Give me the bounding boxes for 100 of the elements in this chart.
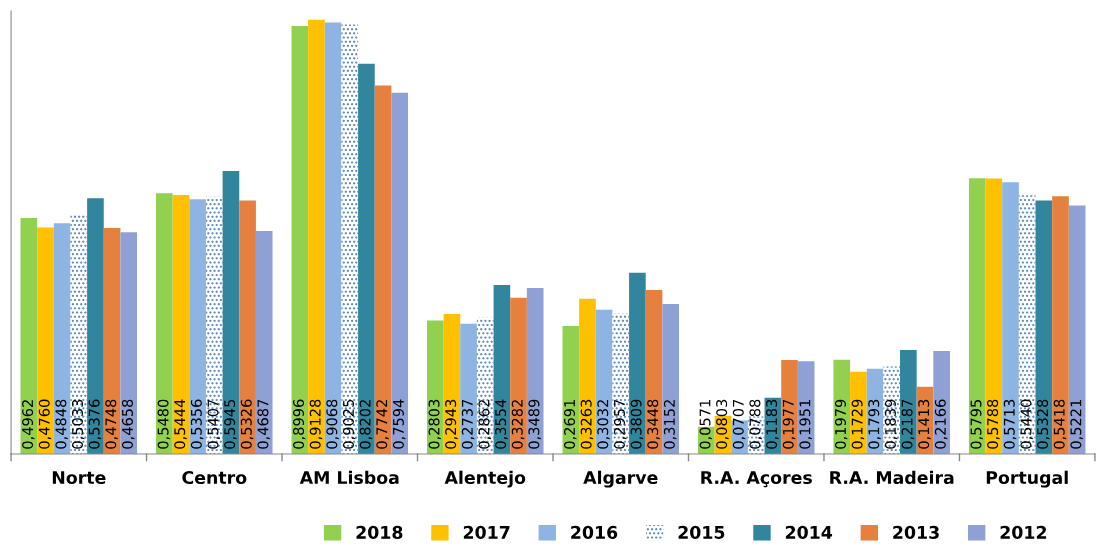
data-label: 0,0803 (716, 399, 729, 449)
bar (850, 371, 867, 455)
bar (883, 366, 901, 455)
data-label: 0,5713 (1003, 399, 1017, 449)
x-tick-label: AM Lisboa (299, 470, 399, 485)
bar (374, 85, 392, 455)
bar (612, 313, 630, 455)
bar (205, 196, 223, 455)
bar (493, 284, 511, 455)
data-label: 0,4748 (105, 399, 118, 449)
data-label: 0,2957 (613, 399, 627, 449)
data-label: 0,8202 (359, 400, 373, 449)
bar (968, 178, 986, 455)
x-tick-label: Alentejo (444, 470, 526, 488)
bar (120, 232, 138, 455)
data-label: 0,1183 (766, 399, 779, 449)
data-label: 0,5356 (190, 399, 204, 449)
data-label: 0,4962 (22, 400, 35, 449)
bar (222, 171, 240, 455)
data-label: 0,5444 (174, 399, 187, 449)
bar (985, 178, 1003, 455)
bar (324, 22, 342, 455)
bar (629, 272, 646, 455)
data-label: 0,3554 (495, 399, 508, 449)
bar (526, 287, 544, 455)
x-tick-label: Portugal (986, 470, 1068, 488)
bar (427, 320, 444, 455)
legend-label: 2012 (1000, 525, 1047, 539)
data-label: 0,5326 (240, 399, 254, 449)
data-label: 0,7594 (392, 399, 406, 449)
data-label: 0,2187 (901, 399, 915, 449)
x-tick-label: Norte (52, 471, 106, 485)
bar (341, 24, 359, 455)
data-label: 0,5945 (224, 399, 237, 449)
data-label: 0,1413 (918, 399, 931, 449)
bar (579, 298, 596, 455)
data-label: 0,3152 (663, 400, 677, 449)
data-label: 0,5480 (157, 399, 171, 449)
bar (662, 304, 679, 455)
data-label: 0,4848 (55, 399, 68, 449)
data-label: 0,1951 (799, 399, 812, 449)
bar (1068, 205, 1086, 455)
legend-label: 2014 (785, 525, 833, 539)
data-label: 0,5376 (88, 399, 102, 449)
data-label: 0,3809 (630, 399, 644, 449)
bar (291, 25, 309, 455)
data-label: 0,1729 (851, 399, 865, 449)
data-label: 0,5440 (1020, 399, 1033, 449)
bar (460, 323, 477, 455)
data-label: 0,3489 (528, 399, 541, 449)
data-label: 0,8996 (293, 399, 306, 449)
data-label: 0,5328 (1037, 399, 1050, 449)
data-label: 0,2166 (934, 399, 948, 449)
data-label: 0,5407 (207, 399, 221, 449)
bar (189, 199, 206, 455)
data-label: 0,5788 (987, 399, 1000, 449)
bar (900, 349, 917, 455)
bar (156, 193, 173, 455)
x-tick-label: R.A. Açores (701, 471, 812, 488)
bar (933, 350, 950, 455)
bar (53, 223, 71, 455)
data-label: 0,3032 (597, 400, 610, 449)
data-label: 0,3263 (580, 399, 594, 449)
x-tick-label: Algarve (583, 470, 658, 488)
legend-label: 2017 (463, 525, 510, 539)
legend-label: 2015 (678, 525, 725, 539)
bar (358, 63, 375, 455)
data-label: 0,9068 (326, 399, 339, 449)
bar (255, 230, 273, 455)
data-label: 0,0788 (749, 399, 762, 449)
data-label: 0,1793 (868, 399, 881, 449)
bar (510, 297, 527, 455)
data-label: 0,5418 (1053, 399, 1067, 449)
bar (239, 200, 256, 455)
x-tick-label: R.A. Madeira (830, 470, 954, 485)
bar (87, 198, 104, 455)
data-label: 0,4658 (121, 399, 135, 449)
data-label: 0,3282 (511, 400, 525, 449)
data-label: 0,5795 (970, 399, 983, 449)
bar (833, 359, 851, 455)
data-label: 0,1977 (782, 399, 796, 449)
data-label: 0,5221 (1070, 399, 1083, 449)
data-label: 0,9025 (342, 399, 356, 449)
data-label: 0,2737 (461, 399, 475, 449)
bar (391, 92, 409, 455)
data-label: 0,1979 (834, 399, 848, 449)
data-label: 0,2803 (428, 399, 442, 449)
data-label: 0,7742 (376, 400, 389, 449)
data-label: 0,4760 (38, 399, 52, 449)
data-label: 0,0707 (732, 399, 746, 449)
bar (172, 194, 190, 455)
data-label: 0,2691 (564, 400, 577, 449)
data-label: 0,0571 (699, 400, 713, 449)
bar (781, 359, 798, 455)
data-label: 0,4687 (257, 399, 270, 449)
legend-label: 2013 (893, 525, 939, 539)
x-tick-label: Centro (182, 470, 247, 485)
bar (1035, 200, 1053, 455)
data-label: 0,3448 (647, 399, 660, 449)
bar (1018, 195, 1036, 455)
